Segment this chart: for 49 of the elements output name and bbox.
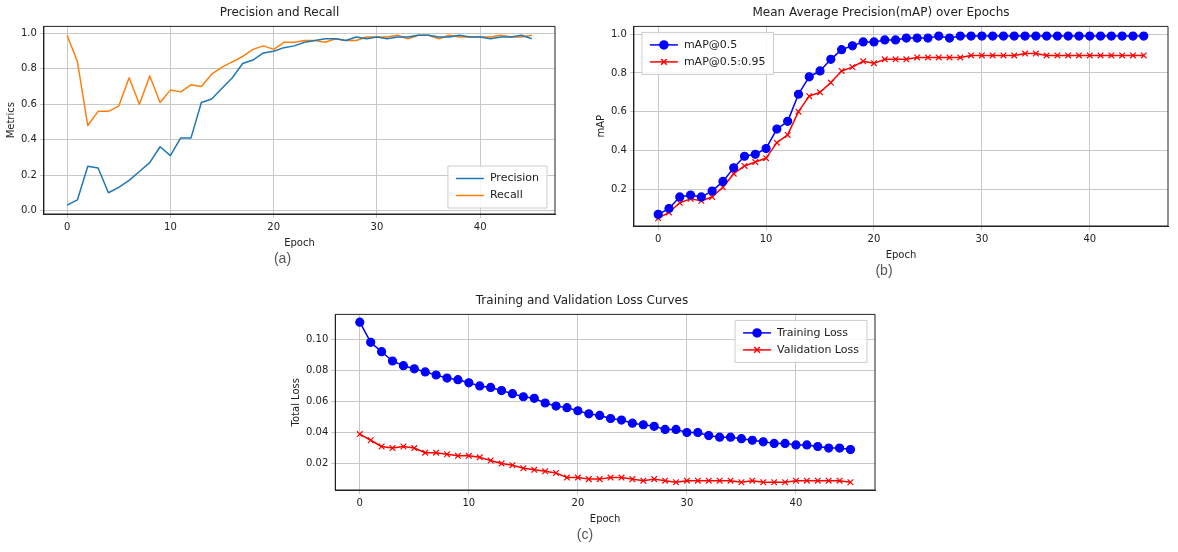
x-tick-label: 40: [789, 496, 803, 508]
text: (c): [575, 526, 595, 542]
x-tick-label: 30: [370, 220, 384, 232]
chart-title: Mean Average Precision(mAP) over Epochs: [752, 5, 1010, 20]
chart-title: Training and Validation Loss Curves: [474, 293, 689, 308]
y-tick-label: 0.02: [306, 457, 329, 469]
y-tick-label: 0.6: [21, 97, 37, 109]
y-tick-label: 0.4: [611, 144, 627, 156]
x-tick-label: 20: [267, 220, 281, 232]
x-tick-label: 10: [164, 220, 177, 232]
y-tick-label: 0.4: [21, 133, 37, 145]
x-tick-label: 0: [63, 220, 71, 232]
y-axis-title: mAP: [594, 114, 606, 138]
x-tick-label: 30: [680, 496, 694, 508]
legend-label: mAP@0.5:0.95: [683, 54, 766, 68]
y-axis-title: Total Loss: [289, 377, 301, 428]
y-tick-label: 0.04: [306, 426, 329, 438]
y-tick-label: 0.08: [306, 363, 329, 375]
legend-label: Validation Loss: [777, 342, 860, 356]
y-tick-label: 1.0: [611, 27, 627, 39]
x-tick-label: 0: [356, 496, 363, 508]
y-tick-label: 0.2: [21, 168, 37, 180]
text: (a): [272, 250, 293, 266]
x-tick-label: 40: [473, 220, 487, 232]
y-tick-label: 0.0: [21, 204, 37, 216]
legend-label: Recall: [489, 188, 523, 202]
x-tick-label: 10: [462, 496, 476, 508]
legend-label: Precision: [489, 171, 540, 185]
y-axis-title: Metrics: [4, 102, 16, 139]
legend-label: Training Loss: [776, 325, 849, 339]
x-axis-title: Epoch: [284, 236, 315, 248]
y-tick-label: 0.06: [306, 395, 329, 407]
legend-label: mAP@0.5: [683, 37, 738, 51]
y-tick-label: 0.2: [611, 182, 627, 194]
chart-title: Precision and Recall: [219, 5, 340, 20]
y-tick-label: 1.0: [21, 27, 37, 39]
x-axis-title: Epoch: [589, 512, 621, 524]
y-tick-label: 0.8: [611, 66, 627, 78]
x-axis-title: Epoch: [885, 248, 917, 260]
text: (b): [874, 262, 894, 278]
x-tick-label: 20: [867, 232, 881, 244]
y-tick-label: 0.10: [306, 332, 329, 344]
x-tick-label: 40: [1083, 232, 1097, 244]
y-tick-label: 0.6: [611, 105, 627, 117]
x-tick-label: 20: [571, 496, 585, 508]
x-tick-label: 0: [654, 232, 662, 244]
x-tick-label: 30: [975, 232, 989, 244]
y-tick-label: 0.8: [21, 62, 37, 74]
x-tick-label: 10: [759, 232, 773, 244]
